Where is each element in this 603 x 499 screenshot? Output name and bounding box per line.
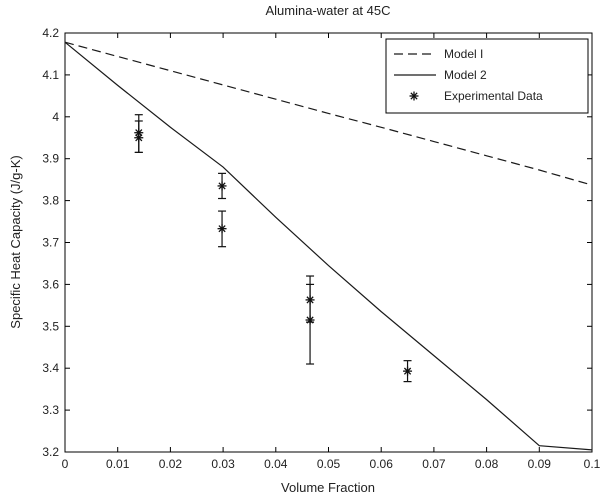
experimental-data-point (217, 210, 227, 248)
data-point-marker (134, 133, 144, 143)
x-tick-label: 0.03 (211, 457, 235, 471)
y-tick-label: 4 (52, 110, 59, 124)
y-tick-label: 3.7 (42, 236, 59, 250)
data-point-marker (409, 91, 419, 101)
y-tick-label: 3.8 (42, 194, 59, 208)
legend-label: Model I (444, 47, 483, 61)
chart-title: Alumina-water at 45C (266, 3, 391, 18)
y-tick-label: 4.2 (42, 26, 59, 40)
legend-item: Model I (394, 47, 483, 61)
data-point-marker (305, 315, 315, 325)
y-tick-label: 3.3 (42, 403, 59, 417)
x-tick-label: 0.06 (370, 457, 394, 471)
y-tick-label: 4.1 (42, 68, 59, 82)
x-tick-label: 0.02 (159, 457, 183, 471)
model-1-line (64, 41, 593, 186)
experimental-data-point (134, 120, 144, 154)
y-axis: 3.2 3.3 3.4 3.5 3.6 3.7 3.8 3.9 4 4.1 4.2 (42, 26, 592, 459)
x-tick-label: 0.09 (528, 457, 552, 471)
x-tick-label: 0.07 (422, 457, 446, 471)
y-tick-label: 3.2 (42, 445, 59, 459)
legend: Model I Model 2 Experimental Data (385, 38, 589, 114)
y-tick-label: 3.4 (42, 361, 59, 375)
x-axis: 0 0.01 0.02 0.03 0.04 0.05 0.06 0.07 0.08 0.09 0.1 (62, 33, 601, 471)
x-tick-label: 0 (62, 457, 69, 471)
y-tick-label: 3.5 (42, 319, 59, 333)
y-tick-label: 3.6 (42, 277, 59, 291)
experimental-data-point (403, 360, 413, 383)
x-tick-label: 0.1 (584, 457, 601, 471)
x-tick-label: 0.01 (106, 457, 130, 471)
data-point-marker (217, 181, 227, 191)
legend-label: Model 2 (444, 68, 487, 82)
legend-box (385, 38, 589, 114)
model-2-line (64, 41, 593, 451)
series-layer (64, 41, 593, 451)
x-tick-label: 0.04 (264, 457, 288, 471)
y-tick-label: 3.9 (42, 152, 59, 166)
y-axis-label: Specific Heat Capacity (J/g-K) (8, 155, 23, 328)
x-axis-label: Volume Fraction (281, 480, 375, 495)
x-tick-label: 0.05 (317, 457, 341, 471)
data-point-marker (403, 366, 413, 376)
x-tick-label: 0.08 (475, 457, 499, 471)
experimental-data-point (217, 172, 227, 200)
data-point-marker (217, 224, 227, 234)
experimental-data-point (305, 283, 315, 365)
legend-label: Experimental Data (444, 89, 543, 103)
legend-item: Model 2 (394, 68, 487, 82)
legend-item: Experimental Data (409, 89, 543, 103)
